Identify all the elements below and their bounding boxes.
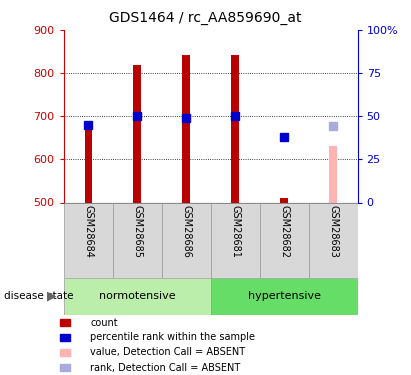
Text: normotensive: normotensive bbox=[99, 291, 175, 301]
Bar bbox=[231, 55, 239, 202]
Text: GSM28686: GSM28686 bbox=[181, 205, 191, 258]
Text: GSM28682: GSM28682 bbox=[279, 205, 289, 258]
Text: GSM28681: GSM28681 bbox=[230, 205, 240, 258]
Text: disease state: disease state bbox=[4, 291, 74, 301]
Bar bbox=[113, 202, 162, 278]
Bar bbox=[60, 334, 70, 341]
Text: ▶: ▶ bbox=[46, 290, 56, 303]
Bar bbox=[280, 198, 288, 202]
Text: value, Detection Call = ABSENT: value, Detection Call = ABSENT bbox=[90, 348, 245, 357]
Bar bbox=[211, 278, 358, 315]
Bar bbox=[309, 202, 358, 278]
Bar bbox=[134, 64, 141, 203]
Text: GSM28683: GSM28683 bbox=[328, 205, 338, 258]
Bar bbox=[85, 129, 92, 203]
Text: count: count bbox=[90, 318, 118, 327]
Bar bbox=[64, 202, 113, 278]
Text: percentile rank within the sample: percentile rank within the sample bbox=[90, 333, 255, 342]
Bar bbox=[211, 202, 260, 278]
Bar bbox=[162, 202, 211, 278]
Text: hypertensive: hypertensive bbox=[247, 291, 321, 301]
Text: GSM28684: GSM28684 bbox=[83, 205, 93, 258]
Bar bbox=[182, 55, 190, 202]
Bar bbox=[64, 278, 210, 315]
Bar bbox=[60, 349, 70, 356]
Bar bbox=[329, 147, 337, 202]
Text: GSM28685: GSM28685 bbox=[132, 205, 142, 258]
Bar bbox=[60, 364, 70, 371]
Bar bbox=[260, 202, 309, 278]
Bar bbox=[60, 319, 70, 326]
Text: GDS1464 / rc_AA859690_at: GDS1464 / rc_AA859690_at bbox=[109, 11, 302, 25]
Text: rank, Detection Call = ABSENT: rank, Detection Call = ABSENT bbox=[90, 363, 241, 372]
